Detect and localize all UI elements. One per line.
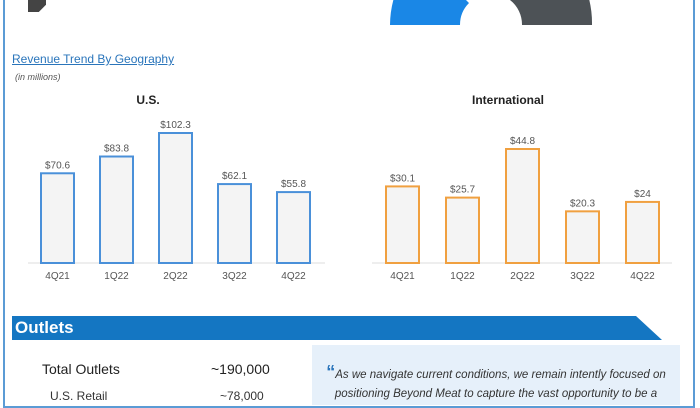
us-tick-label: 2Q22 [163,271,188,282]
us-tick-label: 4Q22 [281,271,306,282]
outlets-header: Outlets [12,316,662,340]
intl-chart-title: International [471,93,545,107]
quote-text: As we navigate current conditions, we re… [334,369,666,400]
units-note: (in millions) [15,72,61,82]
intl-data-label: $24 [634,189,651,200]
foodservice-icon [28,0,46,12]
donut-chart [390,0,593,25]
us-tick-label: 3Q22 [222,271,247,282]
us-bar [276,191,311,264]
us-bar [158,132,193,264]
us-data-label: $55.8 [281,179,306,190]
us-chart-title: U.S. [136,93,160,107]
outlets-title: Outlets [15,318,74,337]
us-bar [217,183,252,264]
us-data-label: $70.6 [45,160,70,171]
us-retail-label: U.S. Retail [50,389,108,403]
intl-tick-label: 4Q22 [630,271,655,282]
intl-tick-label: 2Q22 [510,271,535,282]
intl-data-label: $44.8 [510,136,535,147]
us-tick-label: 4Q21 [45,271,70,282]
us-bar [99,155,134,265]
intl-data-label: $20.3 [570,198,595,209]
us-data-label: $62.1 [222,171,247,182]
donut-segment-gray [510,0,593,25]
us-tick-label: 1Q22 [104,271,129,282]
intl-tick-label: 3Q22 [570,271,595,282]
intl-bar [565,210,600,264]
us-data-label: $83.8 [104,144,129,155]
intl-tick-label: 1Q22 [450,271,475,282]
us-bar [40,172,75,264]
intl-bar [445,196,480,264]
revenue-trend-title[interactable]: Revenue Trend By Geography [12,52,175,66]
intl-data-label: $30.1 [390,173,415,184]
total-outlets-value: ~190,000 [211,361,270,377]
us-data-label: $102.3 [160,120,191,131]
quote-icon: “ [326,362,336,382]
intl-tick-label: 4Q21 [390,271,415,282]
ceo-quote: “As we navigate current conditions, we r… [312,345,680,405]
donut-segment-blue [390,0,469,25]
intl-bar [625,200,660,265]
us-retail-value: ~78,000 [220,389,264,403]
intl-bar [385,185,420,264]
total-outlets-label: Total Outlets [42,361,120,377]
intl-data-label: $25.7 [450,185,475,196]
intl-bar [505,148,540,264]
revenue-charts: $70.6 4Q21 $83.8 1Q22 $102.3 2Q22 $62.1 3Q22 $55… [28,120,672,282]
